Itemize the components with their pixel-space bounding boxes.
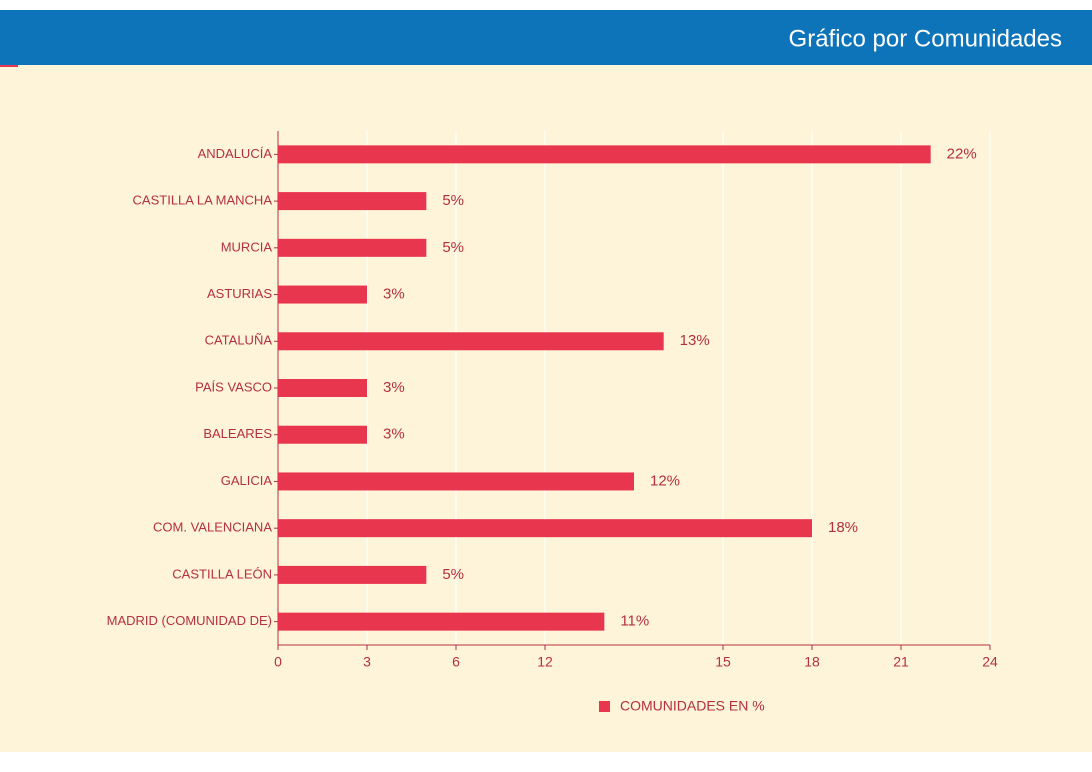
data-label: 13% — [680, 332, 710, 349]
y-tick-label: PAÍS VASCO — [195, 379, 272, 394]
bar — [278, 332, 664, 351]
y-tick-label: COM. VALENCIANA — [153, 520, 272, 535]
data-label: 3% — [383, 426, 405, 443]
panel-background — [0, 65, 1092, 752]
x-tick-label: 15 — [715, 654, 731, 670]
data-label: 12% — [650, 472, 680, 489]
data-label: 3% — [383, 286, 405, 303]
x-tick-label: 0 — [274, 654, 282, 670]
data-label: 3% — [383, 379, 405, 396]
x-tick-label: 24 — [982, 654, 998, 670]
x-tick-label: 12 — [537, 654, 553, 670]
header-title: Gráfico por Comunidades — [789, 25, 1062, 52]
bar — [278, 238, 427, 257]
bar — [278, 519, 812, 538]
bar — [278, 285, 367, 304]
x-tick-label: 6 — [452, 654, 460, 670]
y-tick-label: CASTILLA LEÓN — [172, 566, 272, 581]
bar — [278, 612, 605, 631]
legend-swatch — [599, 701, 610, 712]
data-label: 22% — [947, 145, 977, 162]
x-tick-label: 18 — [804, 654, 820, 670]
bar — [278, 192, 427, 211]
y-tick-label: BALEARES — [203, 426, 272, 441]
y-tick-label: MURCIA — [221, 239, 273, 254]
header-bar — [0, 10, 1092, 65]
y-tick-label: CATALUÑA — [205, 333, 273, 348]
x-tick-label: 21 — [893, 654, 909, 670]
bar — [278, 472, 634, 491]
data-label: 5% — [442, 239, 464, 256]
y-tick-label: MADRID (COMUNIDAD DE) — [107, 613, 272, 628]
x-tick-label: 3 — [363, 654, 371, 670]
bar — [278, 145, 931, 164]
bar — [278, 425, 367, 444]
bar — [278, 379, 367, 397]
data-label: 11% — [620, 613, 649, 630]
y-tick-label: ANDALUCÍA — [198, 146, 273, 161]
legend-label: COMUNIDADES EN % — [620, 698, 765, 714]
data-label: 5% — [442, 192, 464, 209]
y-tick-label: GALICIA — [221, 473, 273, 488]
data-label: 18% — [828, 519, 858, 536]
y-tick-label: ASTURIAS — [207, 286, 272, 301]
data-label: 5% — [442, 566, 464, 583]
y-tick-label: CASTILLA LA MANCHA — [133, 193, 273, 208]
bar — [278, 565, 427, 584]
